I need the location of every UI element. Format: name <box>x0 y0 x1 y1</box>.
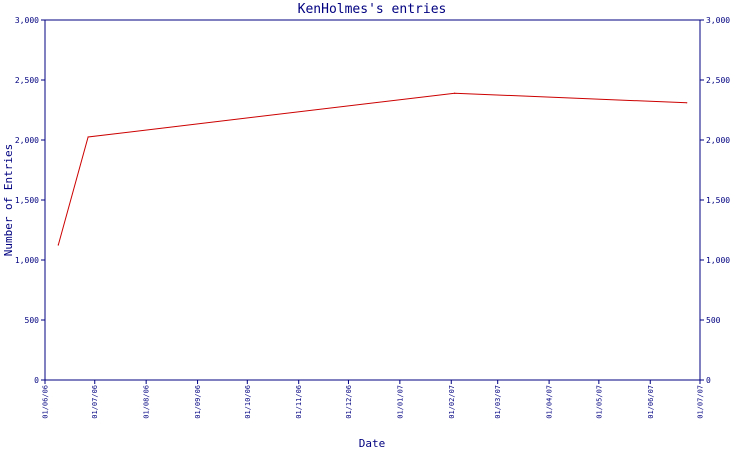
x-tick-label: 01/03/07 <box>494 385 502 419</box>
x-axis-title: Date <box>359 437 386 450</box>
y-tick-label-left: 2,500 <box>15 76 39 85</box>
y-tick-label-right: 2,000 <box>706 136 730 145</box>
x-tick-label: 01/07/06 <box>91 385 99 419</box>
x-tick-label: 01/02/07 <box>448 385 456 419</box>
x-tick-label: 01/12/06 <box>345 385 353 419</box>
y-tick-label-right: 500 <box>706 316 721 325</box>
y-tick-label-right: 1,000 <box>706 256 730 265</box>
y-tick-label-left: 500 <box>25 316 40 325</box>
y-tick-label-right: 2,500 <box>706 76 730 85</box>
x-tick-label: 01/08/06 <box>143 385 151 419</box>
x-tick-label: 01/06/06 <box>42 385 50 419</box>
x-tick-label: 01/07/07 <box>697 385 705 419</box>
y-tick-label-right: 1,500 <box>706 196 730 205</box>
x-axis: 01/06/06 01/07/06 01/08/06 01/09/06 01/10/06… <box>42 380 705 419</box>
y-tick-label-left: 3,000 <box>15 16 39 25</box>
x-tick-label: 01/04/07 <box>546 385 554 419</box>
series-layer <box>57 92 688 246</box>
data-point <box>87 136 89 138</box>
x-tick-label: 01/09/06 <box>194 385 202 419</box>
data-point <box>453 92 456 94</box>
y-axis-right: 0 500 1,000 1,500 2,000 2,500 3,000 <box>700 16 730 385</box>
data-point <box>57 244 59 246</box>
x-tick-label: 01/10/06 <box>244 385 252 419</box>
data-point <box>686 102 688 104</box>
y-tick-label-left: 1,500 <box>15 196 39 205</box>
y-tick-label-right: 0 <box>706 376 711 385</box>
series-line <box>57 92 687 246</box>
x-tick-label: 01/06/07 <box>647 385 655 419</box>
chart-title: KenHolmes's entries <box>298 2 447 17</box>
y-tick-label-left: 1,000 <box>15 256 39 265</box>
y-tick-label-left: 0 <box>34 376 39 385</box>
y-axis-left: 0 500 1,000 1,500 2,000 2,500 3,000 <box>15 16 45 385</box>
x-tick-label: 01/01/07 <box>396 385 404 419</box>
y-tick-label-left: 2,000 <box>15 136 39 145</box>
x-tick-label: 01/11/06 <box>295 385 303 419</box>
x-tick-label: 01/05/07 <box>595 385 603 419</box>
plot-area-frame <box>44 19 701 381</box>
y-axis-title: Number of Entries <box>2 144 15 257</box>
y-tick-label-right: 3,000 <box>706 16 730 25</box>
